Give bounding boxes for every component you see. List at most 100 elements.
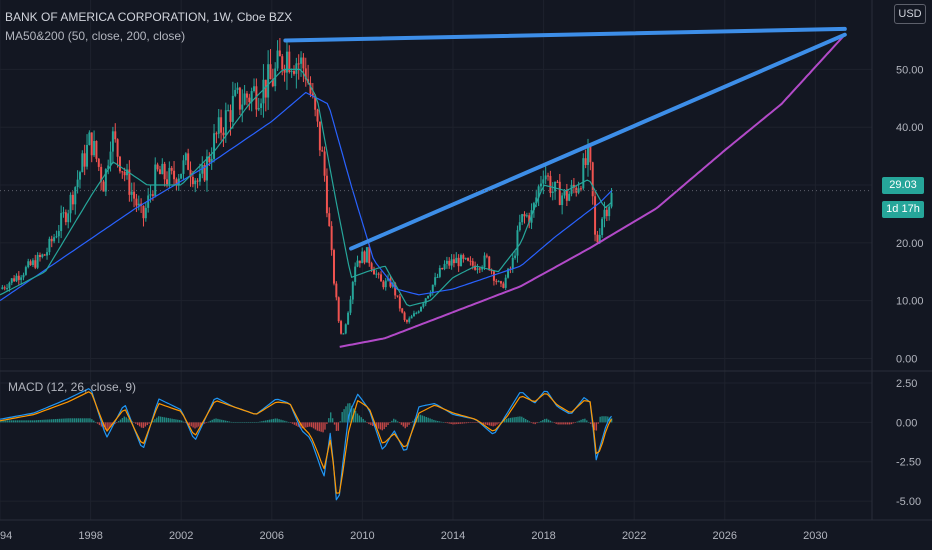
candle-body bbox=[478, 268, 481, 270]
macd-histogram-bar bbox=[12, 420, 15, 423]
macd-histogram-bar bbox=[35, 420, 38, 423]
candle-body bbox=[293, 71, 296, 74]
candle-body bbox=[48, 238, 51, 253]
macd-histogram-bar bbox=[358, 415, 361, 423]
macd-histogram-bar bbox=[138, 422, 141, 427]
macd-histogram-bar bbox=[316, 422, 319, 431]
candle-body bbox=[601, 218, 604, 235]
candle-body bbox=[474, 265, 477, 270]
macd-histogram-bar bbox=[222, 420, 225, 423]
macd-histogram-bar bbox=[383, 422, 385, 430]
macd-histogram-bar bbox=[370, 422, 372, 426]
candle-body bbox=[370, 263, 373, 270]
candle-body bbox=[241, 104, 244, 110]
macd-histogram-bar bbox=[467, 422, 470, 424]
macd-histogram-bar bbox=[85, 418, 87, 423]
macd-histogram-bar bbox=[217, 418, 219, 423]
macd-histogram-bar bbox=[532, 422, 534, 424]
candle-body bbox=[76, 179, 79, 188]
macd-histogram-bar bbox=[456, 422, 458, 425]
ma200-line bbox=[0, 91, 612, 302]
macd-histogram-bar bbox=[442, 422, 445, 423]
candle-body bbox=[187, 153, 190, 170]
macd-histogram-bar bbox=[412, 420, 414, 423]
macd-histogram-bar bbox=[574, 422, 577, 423]
candle-body bbox=[556, 181, 559, 183]
macd-histogram-bar bbox=[588, 422, 590, 423]
macd-histogram-bar bbox=[555, 422, 557, 424]
macd-histogram-bar bbox=[324, 422, 326, 430]
trendline-top bbox=[283, 26, 847, 43]
macd-axis-label: 2.50 bbox=[896, 378, 917, 390]
macd-histogram-bar bbox=[337, 422, 340, 431]
macd-histogram-bar bbox=[263, 420, 265, 423]
macd-histogram-bar bbox=[339, 421, 341, 423]
candle-body bbox=[194, 180, 197, 185]
candle-body bbox=[104, 169, 107, 192]
candle-body bbox=[38, 254, 41, 258]
candle-body bbox=[238, 87, 241, 110]
candle-body bbox=[116, 139, 119, 157]
macd-histogram-bar bbox=[45, 419, 47, 423]
macd-histogram-bar bbox=[534, 422, 536, 425]
currency-button[interactable]: USD bbox=[894, 4, 926, 24]
macd-histogram-bar bbox=[171, 418, 173, 423]
macd-histogram-bar bbox=[542, 419, 544, 423]
macd-histogram-bar bbox=[398, 422, 401, 424]
macd-axis-label: 0.00 bbox=[896, 417, 917, 429]
candle-body bbox=[15, 275, 18, 282]
ma-indicator-label[interactable]: MA50&200 (50, close, 200, close) bbox=[5, 29, 186, 43]
macd-histogram-bar bbox=[471, 422, 473, 423]
macd-histogram-bar bbox=[198, 422, 200, 427]
macd-histogram-bar bbox=[41, 419, 43, 423]
candle-body bbox=[22, 274, 25, 278]
macd-histogram-bar bbox=[247, 422, 250, 423]
macd-histogram-bar bbox=[545, 418, 548, 423]
macd-histogram-bar bbox=[184, 422, 187, 423]
candle-body bbox=[126, 169, 129, 176]
macd-histogram-bar bbox=[410, 422, 412, 423]
macd-histogram-bar bbox=[530, 422, 533, 423]
candle-body bbox=[347, 312, 350, 325]
candle-body bbox=[133, 191, 136, 199]
candle-body bbox=[309, 82, 312, 94]
candle-body bbox=[8, 282, 11, 289]
candle-body bbox=[321, 150, 324, 152]
macd-histogram-bar bbox=[135, 422, 137, 424]
macd-histogram-bar bbox=[293, 422, 296, 425]
macd-histogram-bar bbox=[221, 419, 223, 423]
macd-histogram-bar bbox=[372, 422, 374, 426]
macd-histogram-bar bbox=[437, 420, 439, 423]
candle-body bbox=[340, 321, 343, 334]
macd-histogram-bar bbox=[566, 422, 569, 425]
macd-histogram-bar bbox=[289, 422, 292, 423]
macd-histogram-bar bbox=[391, 420, 393, 423]
macd-histogram-bar bbox=[253, 422, 255, 423]
macd-histogram-bar bbox=[89, 418, 91, 423]
macd-histogram-bar bbox=[609, 417, 611, 423]
macd-histogram-bar bbox=[379, 422, 382, 430]
macd-histogram-bar bbox=[62, 418, 64, 423]
price-axis-label: 10.00 bbox=[896, 296, 924, 308]
macd-histogram-bar bbox=[427, 417, 429, 423]
macd-histogram-bar bbox=[266, 420, 269, 423]
macd-indicator-label[interactable]: MACD (12, 26, close, 9) bbox=[8, 380, 137, 394]
candle-body bbox=[363, 251, 366, 263]
candle-body bbox=[83, 153, 86, 167]
macd-histogram-bar bbox=[475, 422, 477, 423]
macd-histogram-bar bbox=[238, 422, 240, 423]
macd-histogram-bar bbox=[180, 420, 183, 423]
macd-histogram-bar bbox=[119, 419, 122, 423]
macd-histogram-bar bbox=[540, 421, 542, 423]
macd-histogram-bar bbox=[83, 418, 85, 423]
macd-histogram-bar bbox=[435, 420, 437, 423]
macd-histogram-bar bbox=[446, 422, 448, 424]
macd-histogram-bar bbox=[226, 421, 229, 423]
macd-histogram-bar bbox=[257, 421, 259, 423]
macd-histogram-bar bbox=[93, 420, 95, 423]
candle-body bbox=[17, 275, 20, 280]
macd-histogram-bar bbox=[459, 422, 462, 424]
macd-histogram-bar bbox=[385, 422, 387, 428]
candle-body bbox=[173, 170, 176, 180]
